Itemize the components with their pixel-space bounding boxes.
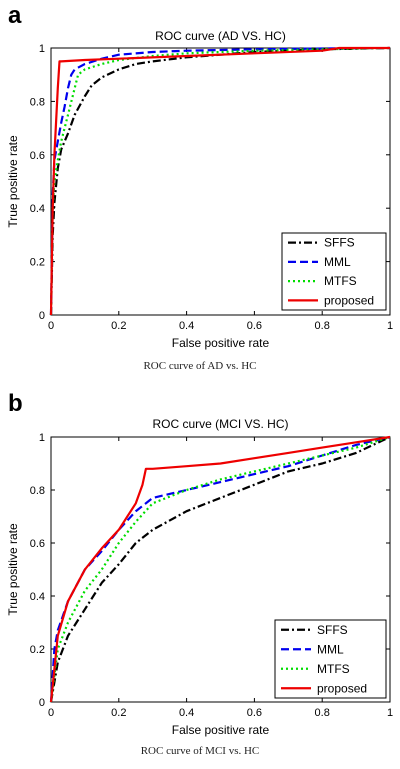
legend-entry: proposed	[317, 681, 367, 695]
x-tick-label: 0.2	[111, 320, 126, 332]
x-axis-label: False positive rate	[172, 336, 270, 350]
legend-entry: SFFS	[324, 236, 355, 250]
legend-box	[274, 619, 387, 699]
series-line-proposed	[49, 435, 391, 703]
roc-chart-mci-vs-hc: 0 0.2 0.4 0.6 0.8 1 0 0.2 0.4 0.6 0.8 1 ROC curve (M…	[6, 417, 393, 737]
y-tick-label: 0	[39, 310, 45, 322]
y-tick-label: 1	[39, 43, 45, 55]
legend-entry: SFFS	[317, 623, 348, 637]
x-tick-label: 1	[387, 707, 393, 719]
chart-title: ROC curve (AD VS. HC)	[155, 29, 286, 43]
figure-caption: ROC curve of MCI vs. HC	[140, 745, 260, 757]
chart-title: ROC curve (MCI VS. HC)	[152, 417, 288, 431]
legend-entry: MTFS	[324, 274, 357, 288]
series-line-mml	[49, 46, 391, 316]
y-tick-label: 0.2	[30, 644, 45, 656]
x-tick-label: 0.8	[315, 320, 330, 332]
panel-letter: a	[8, 2, 22, 29]
y-tick-label: 0.8	[30, 485, 45, 497]
figure-caption: ROC curve of AD vs. HC	[143, 360, 257, 372]
x-tick-label: 0.6	[247, 320, 262, 332]
legend-entry: MML	[317, 642, 344, 656]
legend-entry: MML	[324, 255, 351, 269]
panel-a: a 0 0.2 0.4 0.6 0.8 1 0 0.2 0.4 0.6 0.8 1 ROC curve …	[0, 0, 400, 384]
y-tick-label: 0.4	[30, 203, 45, 215]
panel-b: b 0 0.2 0.4 0.6 0.8 1 0 0.2 0.4 0.6 0.8 1 ROC curve …	[0, 388, 400, 769]
x-tick-label: 0	[48, 707, 54, 719]
x-axis-label: False positive rate	[172, 723, 270, 737]
series-line-proposed	[49, 46, 390, 316]
y-tick-label: 0	[39, 697, 45, 709]
y-axis-label: True positive rate	[6, 523, 20, 616]
x-tick-label: 0.8	[315, 707, 330, 719]
y-tick-label: 0.4	[30, 591, 45, 603]
x-tick-label: 0.4	[179, 320, 194, 332]
legend-entry: MTFS	[317, 662, 350, 676]
y-tick-label: 0.6	[30, 150, 45, 162]
x-tick-label: 0.2	[111, 707, 126, 719]
y-tick-label: 1	[39, 432, 45, 444]
y-tick-label: 0.8	[30, 96, 45, 108]
x-tick-label: 0	[48, 320, 54, 332]
y-tick-label: 0.6	[30, 538, 45, 550]
x-tick-label: 0.4	[179, 707, 194, 719]
y-axis-label: True positive rate	[6, 135, 20, 228]
y-tick-label: 0.2	[30, 257, 45, 269]
panel-letter: b	[8, 390, 23, 417]
x-tick-label: 0.6	[247, 707, 262, 719]
legend-box	[281, 232, 387, 311]
x-tick-label: 1	[387, 320, 393, 332]
legend-entry: proposed	[324, 293, 374, 307]
series-line-sffs	[49, 46, 391, 316]
roc-chart-ad-vs-hc: 0 0.2 0.4 0.6 0.8 1 0 0.2 0.4 0.6 0.8 1 ROC curve (A…	[6, 29, 393, 350]
plot-frame	[50, 47, 391, 316]
plot-frame	[50, 436, 391, 703]
